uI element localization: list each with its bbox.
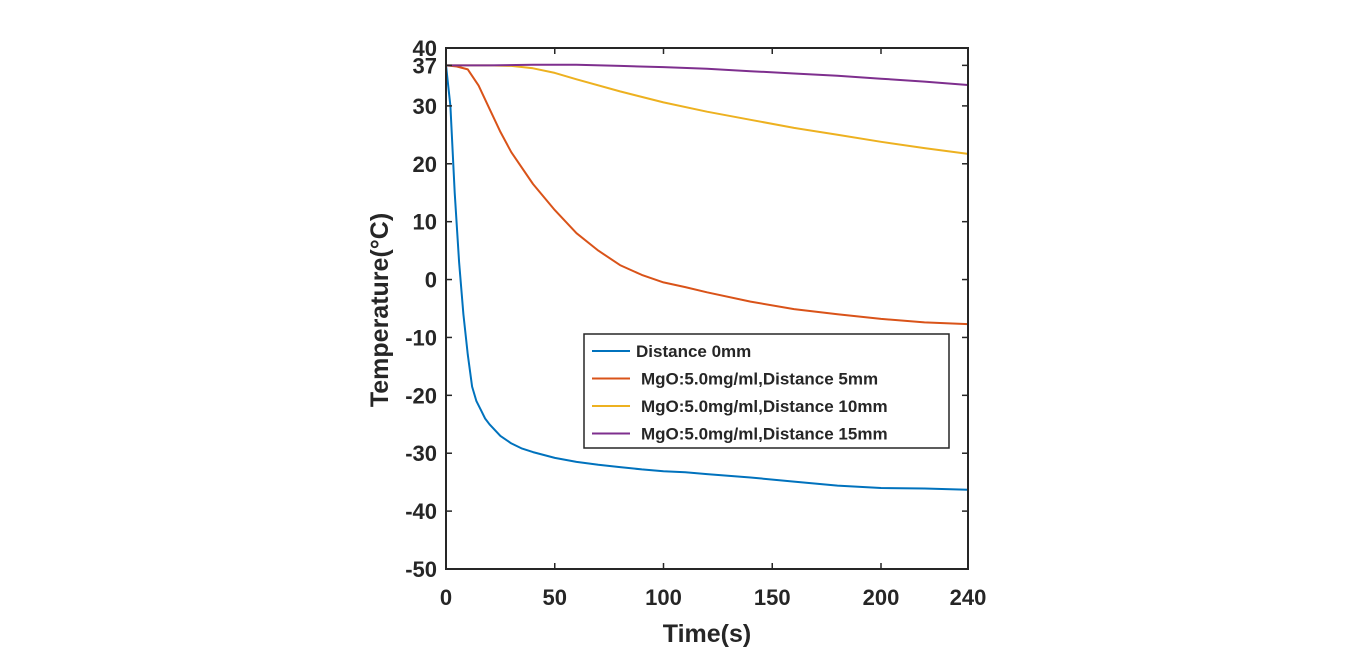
series-line-1 — [445, 64, 969, 326]
y-tick-label-8: 30 — [413, 94, 437, 119]
x-tick-label-5: 240 — [950, 585, 987, 610]
x-tick-label-2: 100 — [645, 585, 682, 610]
series-lines — [445, 63, 969, 491]
x-tick-label-0: 0 — [440, 585, 452, 610]
legend-label-2: MgO:5.0mg/ml,Distance 10mm — [641, 397, 888, 416]
y-tick-label-0: -50 — [405, 557, 437, 582]
y-tick-label-4: -10 — [405, 325, 437, 350]
plot-frame — [445, 47, 969, 570]
y-tick-label-5: 0 — [425, 268, 437, 293]
x-tick-label-3: 150 — [754, 585, 791, 610]
legend-box — [583, 333, 950, 449]
series-line-3 — [445, 63, 969, 86]
series-line-0 — [445, 64, 969, 491]
y-tick-label-2: -30 — [405, 441, 437, 466]
y-tick-label-6: 10 — [413, 210, 437, 235]
y-tick-label-9: 37 — [413, 53, 437, 78]
y-tick-label-1: -40 — [405, 499, 437, 524]
y-axis-title: Temperature(°C) — [366, 213, 394, 407]
legend-label-3: MgO:5.0mg/ml,Distance 15mm — [641, 425, 888, 444]
x-tick-label-4: 200 — [863, 585, 900, 610]
axis-ticks: 0 50 100 150 200 240 -50 -40 -30 -20 -10 0 10 20 30 374… — [405, 36, 986, 610]
y-tick-label-3: -20 — [405, 383, 437, 408]
legend-label-0: Distance 0mm — [636, 342, 751, 361]
legend-label-1: MgO:5.0mg/ml,Distance 5mm — [641, 370, 878, 389]
x-axis-title: Time(s) — [663, 620, 751, 648]
x-tick-label-1: 50 — [543, 585, 567, 610]
y-tick-label-7: 20 — [413, 152, 437, 177]
legend: Distance 0mm MgO:5.0mg/ml,Distance 5mm MgO… — [583, 333, 950, 449]
y-tick-label-10: 40 — [413, 36, 437, 61]
